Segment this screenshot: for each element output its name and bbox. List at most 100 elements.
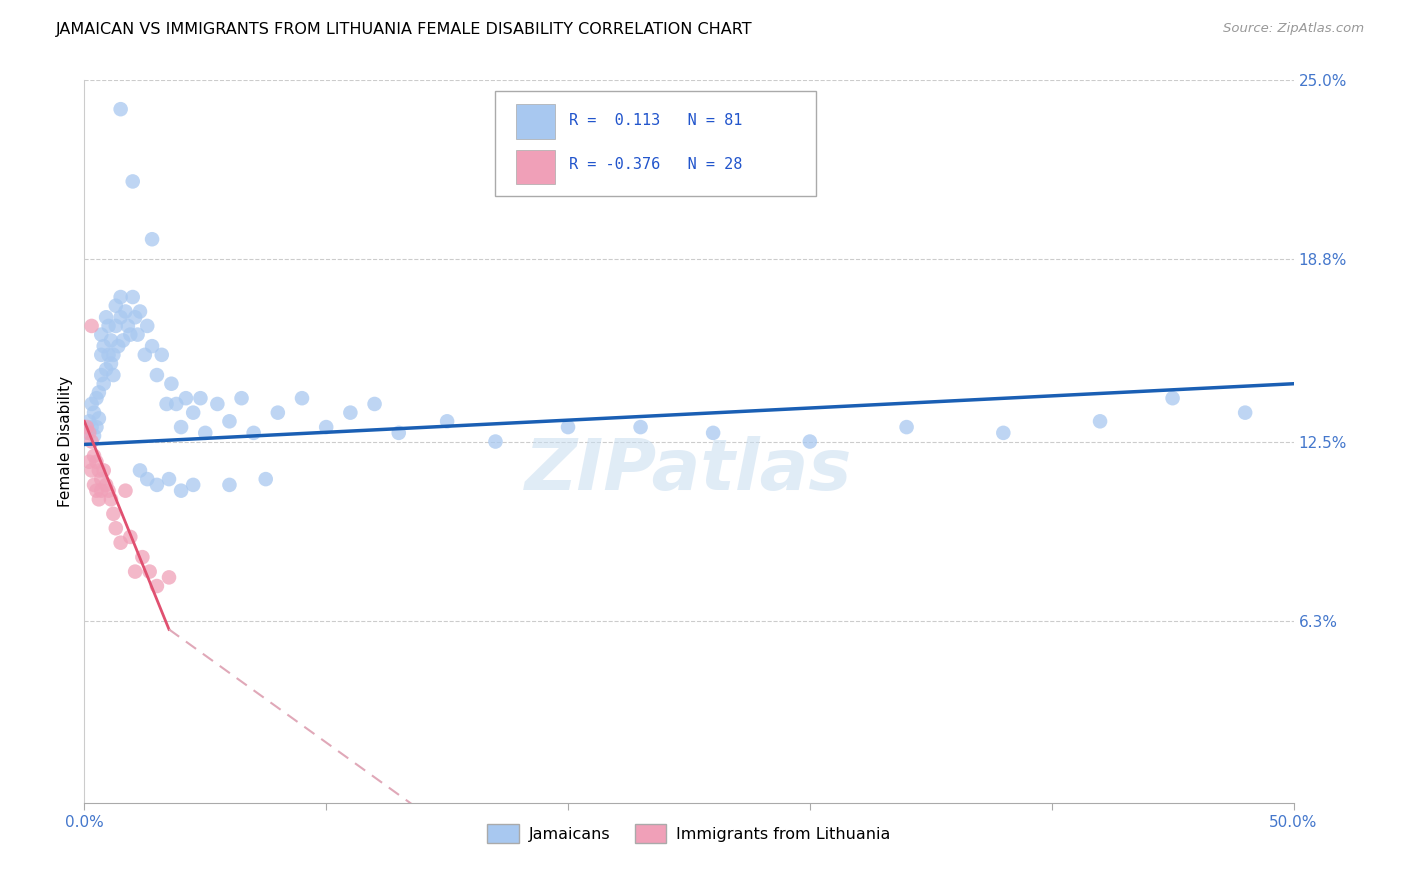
Point [141,232,163,246]
Point [90,348,112,362]
Point [1234,406,1257,420]
Point [157,472,180,486]
Point [77,425,100,440]
Point [100,334,122,348]
Point [136,318,159,333]
Point [121,174,143,188]
Point [146,478,169,492]
Point [170,420,193,434]
Point [194,425,217,440]
FancyBboxPatch shape [516,150,555,185]
Point [104,521,127,535]
Point [231,391,253,405]
Point [436,414,458,428]
Point [104,299,127,313]
Point [291,391,314,405]
Point [129,463,152,477]
Point [174,391,197,405]
Point [80,420,103,434]
Point [110,102,132,116]
Y-axis label: Female Disability: Female Disability [58,376,73,508]
Point [146,579,169,593]
Point [702,425,724,440]
Point [207,397,229,411]
Point [77,414,100,428]
Text: JAMAICAN VS IMMIGRANTS FROM LITHUANIA FEMALE DISABILITY CORRELATION CHART: JAMAICAN VS IMMIGRANTS FROM LITHUANIA FE… [56,22,752,37]
Point [799,434,821,449]
Point [114,483,136,498]
Point [165,397,187,411]
FancyBboxPatch shape [495,91,815,196]
Point [131,550,153,565]
Point [83,429,105,443]
Point [94,310,117,325]
Point [103,368,125,382]
Point [86,391,108,405]
Point [254,472,277,486]
Point [90,368,112,382]
Point [150,348,173,362]
Point [114,304,136,318]
Point [90,483,112,498]
FancyBboxPatch shape [516,104,555,138]
Point [80,397,103,411]
Point [218,414,240,428]
Point [97,318,120,333]
Point [484,434,506,449]
Point [97,348,120,362]
Point [557,420,579,434]
Point [160,376,183,391]
Point [90,327,112,342]
Point [80,463,103,477]
Point [86,455,108,469]
Point [83,478,105,492]
Point [181,406,204,420]
Point [134,348,156,362]
Point [107,339,129,353]
Point [129,304,152,318]
Point [127,327,149,342]
Point [120,327,142,342]
Point [76,420,98,434]
Point [120,530,142,544]
Point [124,310,146,325]
Point [218,478,240,492]
Point [103,348,125,362]
Point [87,492,110,507]
Point [100,357,122,371]
Point [93,463,115,477]
Point [121,290,143,304]
Point [110,290,132,304]
Point [896,420,918,434]
Point [97,483,120,498]
Point [87,411,110,425]
Point [77,455,100,469]
Point [155,397,177,411]
Text: R = -0.376   N = 28: R = -0.376 N = 28 [569,158,742,172]
Point [80,318,103,333]
Point [93,376,115,391]
Point [141,339,163,353]
Point [103,507,125,521]
Point [315,420,337,434]
Point [136,472,159,486]
Point [170,483,193,498]
Point [87,463,110,477]
Point [110,310,132,325]
Point [94,362,117,376]
Point [87,385,110,400]
Point [138,565,160,579]
Point [86,420,108,434]
Point [363,397,385,411]
Point [93,339,115,353]
Point [83,449,105,463]
Point [80,434,103,449]
Point [146,368,169,382]
Point [181,478,204,492]
Point [1161,391,1184,405]
Point [86,483,108,498]
Point [993,425,1015,440]
Point [76,425,98,440]
Point [242,425,264,440]
Point [267,406,290,420]
